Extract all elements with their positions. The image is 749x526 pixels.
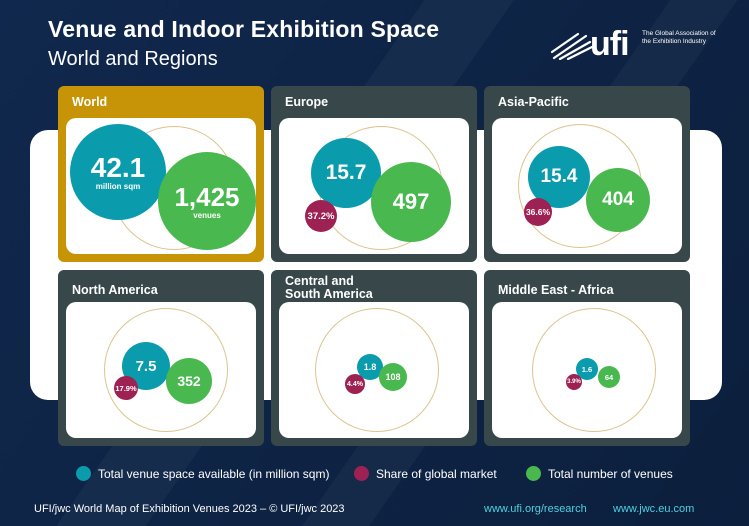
venues-bubble: 64 [598, 366, 620, 388]
panel-chart: 1.8 4.4% 108 [279, 302, 469, 438]
space-value: 1.6 [581, 364, 593, 374]
panel-title-line2: South America [285, 287, 373, 301]
panel-middle-east-africa: Middle East - Africa 1.6 3.9% 64 [484, 270, 690, 446]
legend-green-dot [526, 466, 541, 481]
panel-chart: 15.7 37.2% 497 [279, 118, 469, 254]
logo-wordmark: ufi [590, 25, 630, 63]
legend-teal-dot [76, 466, 91, 481]
legend-venues-label: Total number of venues [548, 467, 673, 481]
share-bubble: 3.9% [566, 374, 582, 390]
space-bubble: 15.7 [311, 138, 381, 208]
logo-tagline: The Global Association of the Exhibition… [642, 30, 716, 45]
venues-bubble: 497 [371, 162, 451, 242]
share-bubble: 37.2% [305, 200, 337, 232]
panel-central-south-america: Central and South America 1.8 4.4% 108 [271, 270, 477, 446]
ufi-logo: ufi The Global Association of the Exhibi… [550, 26, 720, 66]
jwc-link[interactable]: www.jwc.eu.com [613, 503, 695, 515]
panel-title: Europe [285, 95, 329, 109]
venues-value: 352 [177, 373, 201, 389]
ufi-research-link[interactable]: www.ufi.org/research [484, 503, 587, 515]
venues-bubble: 1,425 venues [158, 152, 256, 250]
space-value: 42.1 [90, 151, 146, 183]
panel-title: North America [72, 283, 158, 297]
legend-red-dot [354, 466, 369, 481]
legend-space-label: Total venue space available (in million … [98, 467, 330, 481]
legend-share-label: Share of global market [376, 467, 497, 481]
venues-value: 404 [602, 189, 634, 210]
share-value: 3.9% [567, 379, 581, 385]
share-value: 4.4% [347, 380, 363, 388]
panel-world: World 42.1 million sqm 1,425 venues [58, 86, 264, 262]
space-value: 1.8 [363, 362, 377, 372]
venues-value: 1,425 [174, 181, 240, 212]
world-reference-ring [104, 308, 228, 432]
world-reference-ring [532, 308, 656, 432]
venues-bubble: 352 [166, 358, 212, 404]
panel-europe: Europe 15.7 37.2% 497 [271, 86, 477, 262]
share-value: 36.6% [525, 207, 551, 217]
panel-chart: 42.1 million sqm 1,425 venues [66, 118, 256, 254]
venues-bubble: 404 [586, 168, 650, 232]
panel-chart: 15.4 36.6% 404 [492, 118, 682, 254]
page-subtitle: World and Regions [48, 48, 218, 70]
panel-asia-pacific: Asia-Pacific 15.4 36.6% 404 [484, 86, 690, 262]
swoosh-icon [550, 32, 594, 60]
panel-title: World [72, 95, 108, 109]
venues-bubble: 108 [379, 363, 407, 391]
share-bubble: 36.6% [524, 198, 552, 226]
space-value: 15.4 [540, 166, 578, 187]
space-unit: million sqm [95, 181, 141, 191]
venues-value: 64 [604, 372, 614, 382]
legend: Total venue space available (in million … [0, 466, 749, 484]
share-value: 17.9% [115, 383, 137, 393]
share-value: 37.2% [307, 210, 335, 222]
panel-chart: 7.5 17.9% 352 [66, 302, 256, 438]
panel-north-america: North America 7.5 17.9% 352 [58, 270, 264, 446]
panel-title: Central and South America [285, 275, 373, 301]
space-bubble: 15.4 [528, 146, 590, 208]
space-bubble: 42.1 million sqm [70, 124, 166, 220]
world-reference-ring [315, 308, 439, 432]
panel-title-line1: Central and [285, 274, 354, 288]
panel-title: Middle East - Africa [498, 283, 614, 297]
venues-unit: venues [193, 210, 221, 220]
venues-value: 497 [392, 189, 430, 214]
page-title: Venue and Indoor Exhibition Space [48, 16, 440, 42]
space-value: 7.5 [135, 357, 157, 375]
share-bubble: 4.4% [345, 374, 365, 394]
share-bubble: 17.9% [114, 376, 138, 400]
source-note: UFI/jwc World Map of Exhibition Venues 2… [34, 503, 345, 515]
venues-value: 108 [385, 372, 401, 382]
space-value: 15.7 [325, 161, 367, 184]
panel-title: Asia-Pacific [498, 95, 569, 109]
space-bubble: 1.6 [576, 358, 598, 380]
panel-chart: 1.6 3.9% 64 [492, 302, 682, 438]
